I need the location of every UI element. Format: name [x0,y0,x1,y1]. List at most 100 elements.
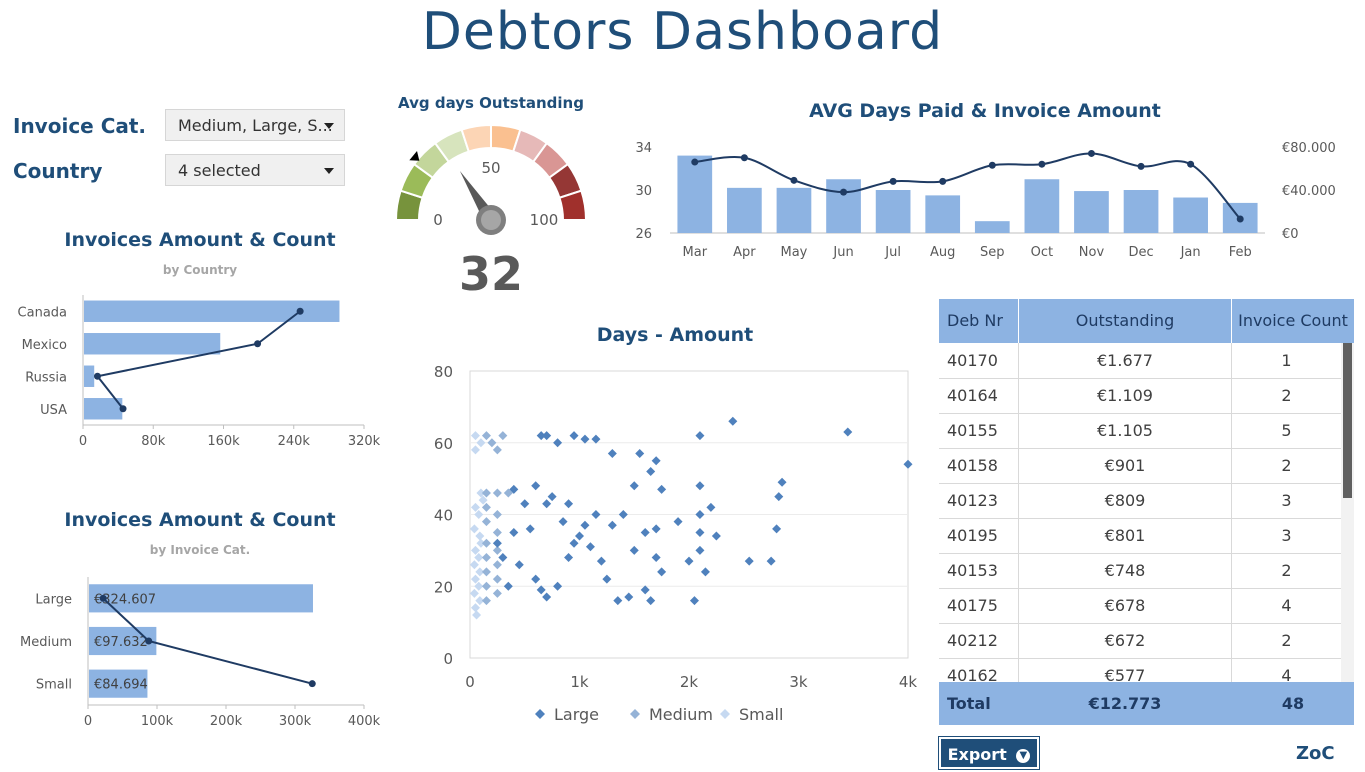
table-row[interactable]: 40175 €678 4 [939,588,1341,624]
scatter-point-medium [481,596,491,606]
cell-invoice-count: 2 [1281,631,1292,650]
table-row[interactable]: 40212 €672 2 [939,623,1341,659]
scatter-point-large [774,492,784,502]
y-left-tick-label: 34 [635,141,652,156]
x-tick-label: Sep [980,245,1005,260]
scatter-point-small [469,588,479,598]
scatter-point-large [651,524,661,534]
gauge-value: 32 [459,247,523,300]
column-divider [1018,518,1019,553]
table-body: 40170 €1.677 1 40164 €1.109 2 40155 €1.105 5 4015… [939,343,1341,683]
legend-marker [535,709,545,719]
country-dropdown[interactable]: 4 selected [165,154,345,186]
cell-outstanding: €1.105 [1097,421,1153,440]
scatter-point-large [585,542,595,552]
gauge-max-label: 100 [530,211,559,229]
y-right-tick-label: €0 [1282,227,1299,242]
column-divider [1018,658,1019,683]
target-marker-icon [409,150,420,161]
bar [1173,197,1208,233]
cell-deb-nr: 40164 [947,386,998,405]
scatter-point-large [903,459,913,469]
chevron-down-icon [324,168,334,174]
column-divider [1018,623,1019,658]
scrollbar-thumb[interactable] [1343,343,1352,498]
cell-deb-nr: 40212 [947,631,998,650]
cell-outstanding: €672 [1104,631,1146,650]
export-button[interactable]: Export ▼ [939,737,1039,769]
avg-days-point [840,188,848,196]
cell-invoice-count: 2 [1281,456,1292,475]
table-row[interactable]: 40162 €577 4 [939,658,1341,683]
bar [776,187,812,233]
category-label: Russia [25,370,67,385]
scatter-point-large [744,556,754,566]
scatter-point-large [618,510,628,519]
category-label: Canada [18,305,67,320]
avg-days-point [740,154,748,162]
table-row[interactable]: 40155 €1.105 5 [939,413,1341,449]
table-row[interactable]: 40123 €809 3 [939,483,1341,519]
column-divider [1231,553,1232,588]
scatter-point-large [651,553,661,563]
scatter-point-medium [503,488,513,498]
cell-deb-nr: 40158 [947,456,998,475]
bar [826,179,861,233]
table-row[interactable]: 40164 €1.109 2 [939,378,1341,414]
cell-outstanding: €809 [1104,491,1146,510]
scatter-point-large [766,556,776,566]
gauge-title: Avg days Outstanding [398,94,584,112]
table-row[interactable]: 40153 €748 2 [939,553,1341,589]
bar [875,190,911,233]
scatter-point-small [478,495,488,505]
y-tick-label: 60 [434,435,453,453]
scatter-point-small [474,553,484,563]
bar [84,300,340,322]
invoice-cat-dropdown[interactable]: Medium, Large, S... [165,109,345,141]
x-tick-label: Oct [1031,245,1053,260]
y-tick-label: 20 [434,578,453,596]
scatter-point-large [646,466,656,476]
bar [84,333,221,355]
column-divider [1018,413,1019,448]
scatter-point-large [514,560,524,570]
country-bar-chart: 0 80k 160k 240k 320k Canada Mexico Russia USA [18,295,381,449]
scatter-point-medium [481,567,491,577]
bar [89,669,148,698]
column-divider [1231,378,1232,413]
scatter-point-large [596,556,606,566]
scatter-point-large [591,434,601,444]
y-tick-label: 80 [434,363,453,381]
chevron-down-icon: ▼ [1016,748,1031,763]
gauge-min-label: 0 [433,211,443,229]
scatter-point-medium [492,527,502,537]
table-total-row: Total €12.773 48 [939,682,1354,725]
x-tick-label: Jul [884,245,901,260]
column-divider [1231,518,1232,553]
scatter-point-small [470,574,480,584]
table-row[interactable]: 40195 €801 3 [939,518,1341,554]
header-deb-nr[interactable]: Deb Nr [947,311,1003,330]
header-outstanding[interactable]: Outstanding [1075,311,1175,330]
x-tick-label: 320k [348,434,381,449]
scatter-point-large [492,538,502,548]
header-invoice-count[interactable]: Invoice Count [1238,311,1348,330]
table-row[interactable]: 40170 €1.677 1 [939,343,1341,379]
legend-label: Medium [649,705,713,724]
avg-days-point [939,177,947,185]
table-scrollbar[interactable] [1341,343,1354,683]
scatter-point-large [635,449,645,459]
country-chart-title: Invoices Amount & Count [64,229,336,251]
scatter-point-large [536,585,546,595]
avgdays-chart-title: AVG Days Paid & Invoice Amount [809,100,1161,122]
column-divider [1018,553,1019,588]
scatter-point-small [476,488,486,498]
avgdays-combo-chart: 34 30 26 €80.000 €40.000 €0 Mar Apr May Jun Jul Aug… [635,141,1335,260]
count-point [119,405,127,413]
scatter-point-medium [481,517,491,527]
scatter-point-large [777,477,787,487]
avg-days-point [1038,160,1046,168]
scatter-chart-title: Days - Amount [596,324,754,346]
table-row[interactable]: 40158 €901 2 [939,448,1341,484]
x-tick-label: 3k [789,673,808,691]
